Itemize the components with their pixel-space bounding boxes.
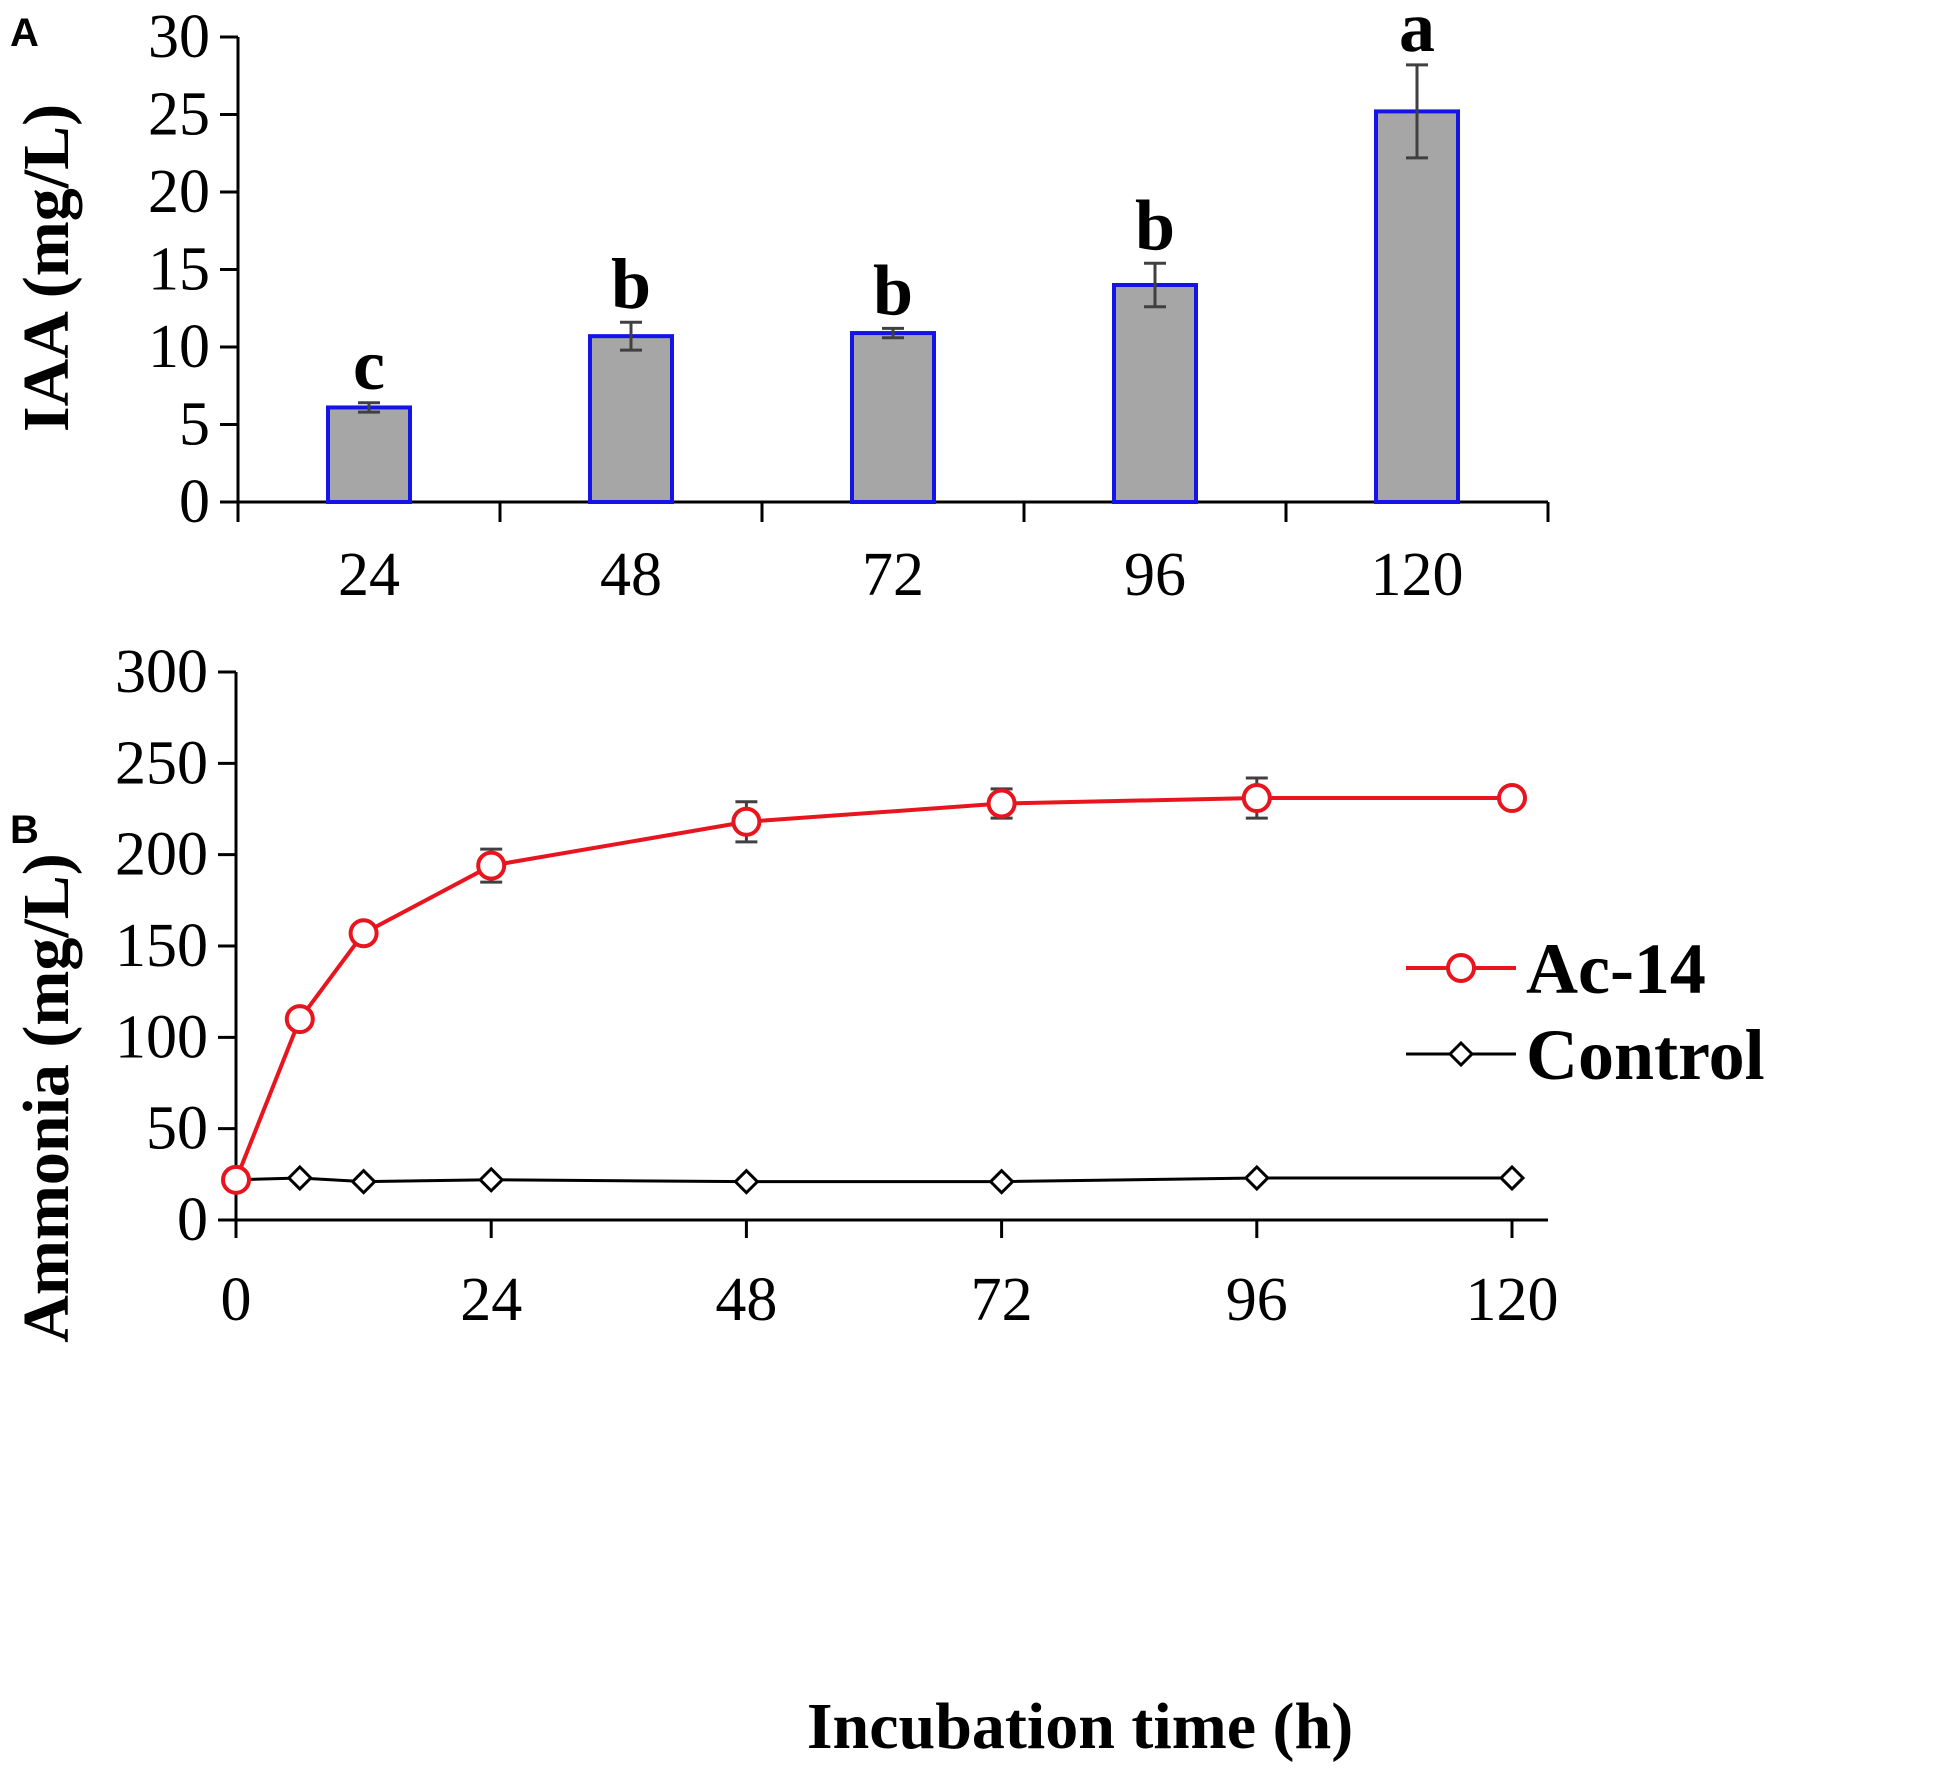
panel-b-y-axis-title: Ammonia (mg/L) — [10, 853, 83, 1342]
bar-96h — [1112, 283, 1198, 504]
panel-b-error-bars — [480, 776, 1268, 884]
bar-120h — [1374, 109, 1460, 505]
bar-72h — [850, 331, 936, 504]
panel-b-line-chart: B Ammonia (mg/L) Incubation time (h) 0 50… — [10, 638, 1765, 1763]
legend-marker — [1446, 953, 1476, 983]
panel-b-y-tick-label: 0 — [177, 1186, 208, 1254]
panel-b-x-axis-title: Incubation time (h) — [807, 1690, 1353, 1763]
panel-b-y-tick-label: 300 — [115, 638, 208, 706]
panel-a-y-tick-label: 25 — [148, 81, 210, 149]
marker-ac-14 — [986, 788, 1017, 819]
panel-a-y-tick-label: 30 — [148, 3, 210, 71]
panel-a-x-tick-label: 120 — [1371, 541, 1464, 609]
significance-letter: c — [353, 325, 385, 405]
panel-a-y-tick-label: 10 — [148, 313, 210, 381]
panel-a-x-tick-label: 96 — [1124, 541, 1186, 609]
panel-a-error-bars — [358, 63, 1428, 414]
error-bar-72h — [882, 326, 904, 340]
marker-control — [350, 1168, 377, 1195]
panel-b-y-tick-label: 100 — [115, 1003, 208, 1071]
marker-ac-14 — [284, 1004, 315, 1035]
panel-a-significance-letters: c b b b a — [353, 0, 1435, 405]
marker-ac-14 — [1241, 783, 1272, 814]
marker-ac-14 — [1497, 783, 1527, 814]
panel-b-y-tick-label: 50 — [146, 1095, 208, 1163]
panel-b-x-tick-label: 120 — [1466, 1266, 1559, 1334]
panel-a-letter: A — [10, 11, 39, 55]
panel-b-markers — [221, 783, 1527, 1195]
error-bar-24h — [358, 401, 380, 414]
legend-marker — [1447, 1040, 1475, 1068]
marker-control — [733, 1168, 760, 1195]
marker-control — [988, 1168, 1015, 1195]
error-bar-48h — [620, 320, 642, 352]
panel-b-x-tick-label: 96 — [1226, 1266, 1288, 1334]
panel-a-y-tick-label: 5 — [179, 391, 210, 459]
panel-b-x-tick-label: 48 — [715, 1266, 777, 1334]
panel-b-x-tick-label: 0 — [221, 1266, 252, 1334]
panel-b-y-tick-labels: 0 50 100 150 200 250 300 — [115, 638, 208, 1254]
panel-a-y-tick-label: 0 — [179, 468, 210, 536]
significance-letter: b — [873, 250, 913, 330]
legend-label: Control — [1526, 1015, 1765, 1095]
legend-entry-ac-14: Ac-14 — [1406, 929, 1706, 1009]
panel-a-bar-chart: A IAA (mg/L) c b b b a 0 5 10 15 20 25 30 24 48 72 96… — [10, 0, 1550, 609]
bar-24h — [326, 405, 412, 505]
marker-control — [478, 1166, 505, 1193]
panel-b-axes — [218, 670, 1548, 1238]
error-bar-96h — [1144, 261, 1166, 309]
panel-a-x-tick-labels: 24 48 72 96 120 — [338, 541, 1464, 609]
significance-letter: b — [611, 244, 651, 324]
legend-label: Ac-14 — [1526, 929, 1706, 1009]
panel-a-x-tick-label: 48 — [600, 541, 662, 609]
marker-ac-14 — [348, 918, 379, 949]
panel-a-bars — [326, 109, 1460, 505]
panel-a-y-tick-labels: 0 5 10 15 20 25 30 — [148, 3, 210, 536]
significance-letter: a — [1399, 0, 1435, 67]
panel-b-y-tick-label: 200 — [115, 821, 208, 889]
panel-b-x-tick-labels: 0 24 48 72 96 120 — [221, 1266, 1559, 1334]
panel-b-x-tick-label: 24 — [460, 1266, 522, 1334]
marker-ac-14 — [476, 850, 507, 881]
panel-a-y-axis-title: IAA (mg/L) — [10, 104, 83, 432]
panel-a-x-tick-label: 72 — [862, 541, 924, 609]
marker-control — [286, 1164, 313, 1192]
bar-48h — [588, 334, 674, 504]
significance-letter: b — [1135, 185, 1175, 265]
legend-entry-control: Control — [1406, 1015, 1765, 1095]
marker-control — [1243, 1164, 1270, 1192]
panel-b-x-tick-label: 72 — [971, 1266, 1033, 1334]
panel-a-x-tick-label: 24 — [338, 541, 400, 609]
series-line-ac-14 — [234, 796, 1512, 1181]
panel-a-y-tick-label: 20 — [148, 158, 210, 226]
panel-a-axes — [220, 35, 1550, 522]
panel-b-series-lines — [234, 796, 1512, 1184]
marker-ac-14 — [221, 1164, 251, 1195]
panel-b-y-tick-label: 150 — [115, 912, 208, 980]
marker-ac-14 — [731, 806, 762, 837]
marker-control — [1498, 1164, 1526, 1192]
panel-b-y-tick-label: 250 — [115, 729, 208, 797]
series-line-control — [235, 1176, 1512, 1184]
panel-a-y-tick-label: 15 — [148, 236, 210, 304]
panel-b-letter: B — [10, 808, 39, 852]
error-bar-120h — [1406, 63, 1428, 160]
